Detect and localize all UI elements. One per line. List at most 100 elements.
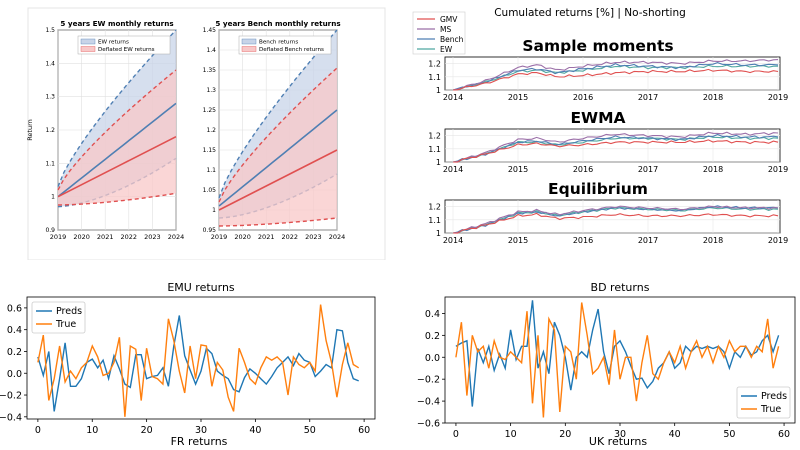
panel-line-ms [452,131,779,163]
panel-xtick-label: 2017 [638,236,658,245]
cumulated-panel-ewma: EWMA 1 1.1 1.2 2014 2015 2016 2017 2018 2019 [428,109,788,174]
emu-ytick-label: −0.4 [0,412,22,423]
ew-fan-chart: 2019 2020 2021 2022 2023 2024 0.9 1 1.1 1.2 1.3 1.4… [26,19,184,241]
bench_fan-xtick-label: 2022 [282,233,299,241]
emu-next-title-cut: FR returns [171,435,228,448]
emu-ytick-label: 0.4 [7,325,22,336]
emu-xtick-label: 30 [195,425,207,436]
panel-title-sample-moments: Sample moments [522,37,673,55]
bench_fan-ytick-label: 1.45 [203,27,217,34]
bench_fan-ytick-label: 1.35 [203,67,217,74]
bd-ytick-label: 0.4 [425,309,440,320]
emu-legend-label-preds: Preds [56,306,82,317]
panel-xtick-label: 2014 [443,165,463,174]
bench_fan-mean-deflated-bench-returns [218,149,338,211]
bench_fan-ytick-label: 1 [212,207,216,214]
panel-line-bench [452,133,779,163]
panel-ytick-label: 1.1 [428,216,441,225]
panel-line-bench [452,62,779,91]
emu-ytick-label: −0.2 [0,391,22,402]
bd-legend-label-true: True [760,404,781,415]
bd-xtick-label: 60 [778,429,790,440]
panel-ytick-label: 1.2 [428,132,441,141]
bench_fan-ytick-label: 0.95 [203,227,217,234]
ew_fan-mean-ew-returns [57,102,177,198]
bench_fan-legend-label-bench-returns: Bench returns [259,40,298,46]
panel-xtick-label: 2015 [508,236,528,245]
ew_fan-ytick-label: 1.1 [45,160,55,167]
bench_fan-ytick-label: 1.15 [203,147,217,154]
ew_fan-xtick-label: 2021 [97,233,114,241]
bench_fan-ytick-label: 1.4 [206,47,216,54]
bench_fan-mean-bench-returns [218,109,338,207]
emu-line-preds [37,315,359,412]
panel-line-gmv [452,68,779,91]
bd-ytick-label: −0.2 [417,375,440,386]
panel-xtick-label: 2014 [443,93,463,102]
bd-next-title-cut: UK returns [589,435,647,448]
ew_fan-band-deflated-ew-returns [58,70,176,205]
ew_fan-xtick-label: 2022 [121,233,138,241]
bench_fan-legend-swatch-deflated-bench-returns [241,46,257,52]
panel-line-gmv [452,139,779,163]
emu-xtick-label: 10 [86,425,98,436]
cumulated-panel-equilibrium: Equilibrium 1 1.1 1.2 2014 2015 2016 2017 2018 20… [428,180,788,245]
cumulated-legend-label-gmv: GMV [440,15,458,24]
bd-title: BD returns [591,281,650,294]
panel-xtick-label: 2018 [703,165,723,174]
bd-xtick-label: 40 [669,429,681,440]
bench_fan-ytick-label: 1.05 [203,187,217,194]
ew_fan-title: 5 years EW monthly returns [60,19,173,28]
panel-line-gmv [452,212,779,234]
panel-xtick-label: 2016 [573,236,593,245]
panel-xtick-label: 2019 [768,93,788,102]
panel-xtick-label: 2018 [703,236,723,245]
ew_fan-xtick-label: 2023 [144,233,161,241]
panel-line-ew [452,64,778,91]
ew_fan-legend-swatch-ew-returns [80,38,96,45]
bd-ytick-label: −0.4 [417,397,440,408]
bd-xtick-label: 10 [505,429,517,440]
panel-ytick-label: 1 [436,158,441,167]
ew_fan-ytick-label: 0.9 [45,227,55,234]
panel-xtick-label: 2016 [573,93,593,102]
bench_fan-band-deflated-bench-returns [219,68,337,226]
ew_fan-ytick-label: 1 [51,194,55,201]
bench_fan-ytick-label: 1.1 [206,167,216,174]
ew_fan-legend-label-ew-returns: EW returns [98,40,129,46]
bench_fan-xtick-label: 2021 [258,233,275,241]
ew_fan-xtick-label: 2019 [50,233,67,241]
bd-legend-label-preds: Preds [761,391,787,402]
bd-line-true [455,302,780,418]
panel-ytick-label: 1 [436,229,441,238]
bench_fan-legend-label-deflated-bench-returns: Deflated Bench returns [259,47,324,53]
emu-xtick-label: 0 [35,425,41,436]
ew_fan-ytick-label: 1.5 [45,27,55,34]
emu-returns-chart: EMU returns −0.4 −0.2 0.0 0.2 0.4 0.6 0 10 20 30 40… [0,281,376,448]
cumulated-returns-figure: Cumulated returns [%] | No-shorting GMVMS… [412,7,788,245]
panel-ytick-label: 1.2 [428,60,441,69]
emu-ytick-label: 0.2 [7,347,22,358]
ew_fan-ytick-label: 1.3 [45,94,55,101]
bench_fan-title: 5 years Bench monthly returns [215,19,340,28]
ew_fan-ytick-label: 1.4 [45,60,55,67]
bench_fan-legend-box [238,35,332,55]
ew_fan-lower-deflated-ew-returns [57,192,177,206]
panel-xtick-label: 2018 [703,93,723,102]
bd-ytick-label: 0.2 [425,331,440,342]
emu-line-true [37,304,360,417]
cumulated-legend-label-bench: Bench [440,35,464,44]
ew_fan-ylabel: Return [26,119,34,141]
bench_fan-xtick-label: 2019 [211,233,228,241]
cumulated-legend-label-ew: EW [440,45,453,54]
bench_fan-ytick-label: 1.3 [206,87,216,94]
panel-xtick-label: 2017 [638,93,658,102]
bench_fan-xtick-label: 2023 [305,233,322,241]
emu-legend-label-true: True [55,319,76,330]
panel-ytick-label: 1.1 [428,73,441,82]
bench-fan-chart: 2019 2020 2021 2022 2023 2024 0.95 1 1.05 1.1 1.15… [203,19,346,241]
bench_fan-xtick-label: 2020 [234,233,251,241]
bd-ytick-label: −0.6 [417,419,440,430]
panel-xtick-label: 2015 [508,93,528,102]
bd-xtick-label: 0 [453,429,459,440]
